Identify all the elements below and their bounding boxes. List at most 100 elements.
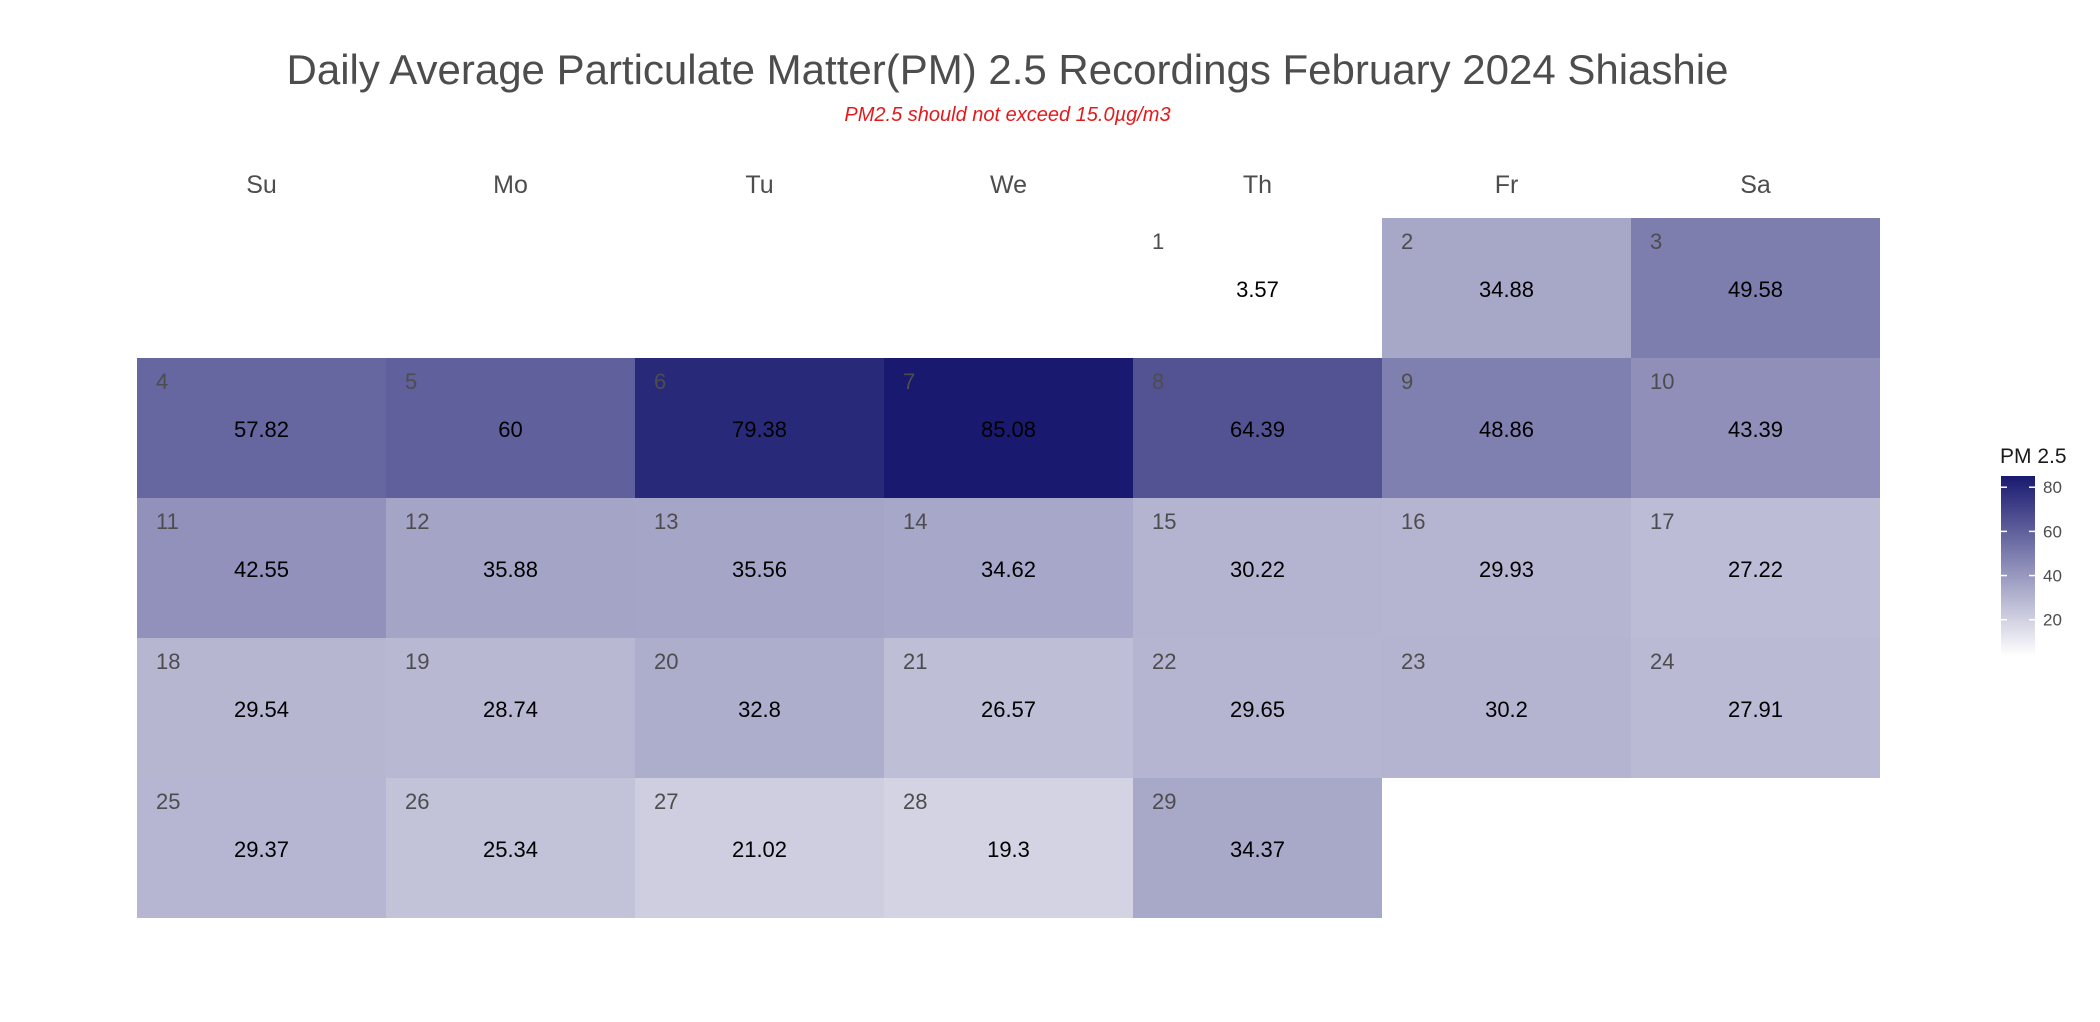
- day-number: 21: [903, 649, 927, 674]
- day-value-label: 85.08: [981, 417, 1036, 442]
- day-number: 5: [405, 369, 417, 394]
- legend-tick-label: 80: [2043, 478, 2062, 497]
- day-number: 25: [156, 789, 180, 814]
- day-cell-28: 28 19.3: [884, 778, 1133, 918]
- day-value-label: 34.88: [1479, 277, 1534, 302]
- day-cell-fill: [386, 358, 635, 498]
- day-value-label: 27.91: [1728, 697, 1783, 722]
- day-number: 12: [405, 509, 429, 534]
- day-cell-fill: [884, 358, 1133, 498]
- day-number: 11: [156, 509, 179, 534]
- day-cell-fill: [1382, 638, 1631, 778]
- weekday-headers: Su Mo Tu We Th Fr Sa: [246, 171, 1771, 199]
- day-cell-18: 18 29.54: [137, 638, 386, 778]
- day-cell-17: 17 27.22: [1631, 498, 1880, 638]
- legend-tick-label: 20: [2043, 611, 2062, 630]
- day-number: 17: [1650, 509, 1674, 534]
- day-cell-4: 457.82: [137, 358, 386, 498]
- day-value-label: 34.37: [1230, 837, 1285, 862]
- day-number: 19: [405, 649, 429, 674]
- day-value-label: 60: [498, 417, 522, 442]
- day-cell-3: 349.58: [1631, 218, 1880, 358]
- day-number: 20: [654, 649, 678, 674]
- day-cell-12: 12 35.88: [386, 498, 635, 638]
- day-number: 15: [1152, 509, 1176, 534]
- day-cell-7: 785.08: [884, 358, 1133, 498]
- day-value-label: 48.86: [1479, 417, 1534, 442]
- day-cell-fill: [386, 498, 635, 638]
- day-cell-fill: [386, 778, 635, 918]
- day-cell-20: 20 32.8: [635, 638, 884, 778]
- chart-subtitle: PM2.5 should not exceed 15.0µg/m3: [844, 104, 1171, 126]
- day-cell-14: 14 34.62: [884, 498, 1133, 638]
- day-number: 24: [1650, 649, 1674, 674]
- weekday-th: Th: [1243, 171, 1272, 199]
- day-cell-fill: [137, 498, 386, 638]
- day-value-label: 49.58: [1728, 277, 1783, 302]
- day-value-label: 29.93: [1479, 557, 1534, 582]
- day-cell-fill: [884, 498, 1133, 638]
- weekday-fr: Fr: [1495, 171, 1519, 199]
- day-cell-fill: [1631, 358, 1880, 498]
- day-value-label: 25.34: [483, 837, 538, 862]
- day-cell-11: 11 42.55: [137, 498, 386, 638]
- day-value-label: 79.38: [732, 417, 787, 442]
- day-cell-fill: [1382, 358, 1631, 498]
- day-cell-fill: [1133, 218, 1382, 358]
- day-number: 23: [1401, 649, 1425, 674]
- day-number: 10: [1650, 369, 1674, 394]
- day-value-label: 32.8: [738, 697, 781, 722]
- day-cell-fill: [884, 638, 1133, 778]
- day-cell-fill: [1133, 638, 1382, 778]
- day-cell-21: 21 26.57: [884, 638, 1133, 778]
- day-number: 26: [405, 789, 429, 814]
- day-number: 18: [156, 649, 180, 674]
- weekday-sa: Sa: [1740, 171, 1771, 199]
- color-legend: PM 2.5 20 40 60 80: [2000, 445, 2067, 656]
- day-number: 4: [156, 369, 168, 394]
- day-number: 22: [1152, 649, 1176, 674]
- day-number: 28: [903, 789, 927, 814]
- day-value-label: 35.88: [483, 557, 538, 582]
- day-cell-fill: [137, 778, 386, 918]
- day-cell-9: 948.86: [1382, 358, 1631, 498]
- day-value-label: 57.82: [234, 417, 289, 442]
- day-cell-fill: [1631, 218, 1880, 358]
- legend-tick-label: 60: [2043, 522, 2062, 541]
- day-number: 7: [903, 369, 915, 394]
- day-cell-22: 22 29.65: [1133, 638, 1382, 778]
- day-value-label: 3.57: [1236, 277, 1279, 302]
- day-cell-fill: [884, 778, 1133, 918]
- day-cell-23: 23 30.2: [1382, 638, 1631, 778]
- day-cell-fill: [137, 638, 386, 778]
- day-number: 9: [1401, 369, 1413, 394]
- day-cell-8: 864.39: [1133, 358, 1382, 498]
- day-number: 6: [654, 369, 666, 394]
- weekday-tu: Tu: [745, 171, 773, 199]
- day-value-label: 42.55: [234, 557, 289, 582]
- day-value-label: 21.02: [732, 837, 787, 862]
- day-cell-fill: [1631, 498, 1880, 638]
- day-number: 27: [654, 789, 678, 814]
- day-value-label: 27.22: [1728, 557, 1783, 582]
- day-value-label: 29.54: [234, 697, 289, 722]
- legend-tick-label: 40: [2043, 567, 2062, 586]
- day-cell-fill: [1631, 638, 1880, 778]
- day-value-label: 64.39: [1230, 417, 1285, 442]
- day-number: 2: [1401, 229, 1413, 254]
- legend-colorbar: [2001, 476, 2035, 656]
- day-cell-fill: [635, 498, 884, 638]
- day-value-label: 26.57: [981, 697, 1036, 722]
- day-cell-24: 24 27.91: [1631, 638, 1880, 778]
- day-cell-29: 29 34.37: [1133, 778, 1382, 918]
- legend-title: PM 2.5: [2000, 445, 2067, 468]
- day-number: 14: [903, 509, 927, 534]
- chart-title: Daily Average Particulate Matter(PM) 2.5…: [286, 46, 1729, 93]
- day-cell-fill: [386, 638, 635, 778]
- weekday-we: We: [990, 171, 1027, 199]
- day-cell-19: 19 28.74: [386, 638, 635, 778]
- day-value-label: 29.65: [1230, 697, 1285, 722]
- day-cell-10: 10 43.39: [1631, 358, 1880, 498]
- day-cell-fill: [1382, 498, 1631, 638]
